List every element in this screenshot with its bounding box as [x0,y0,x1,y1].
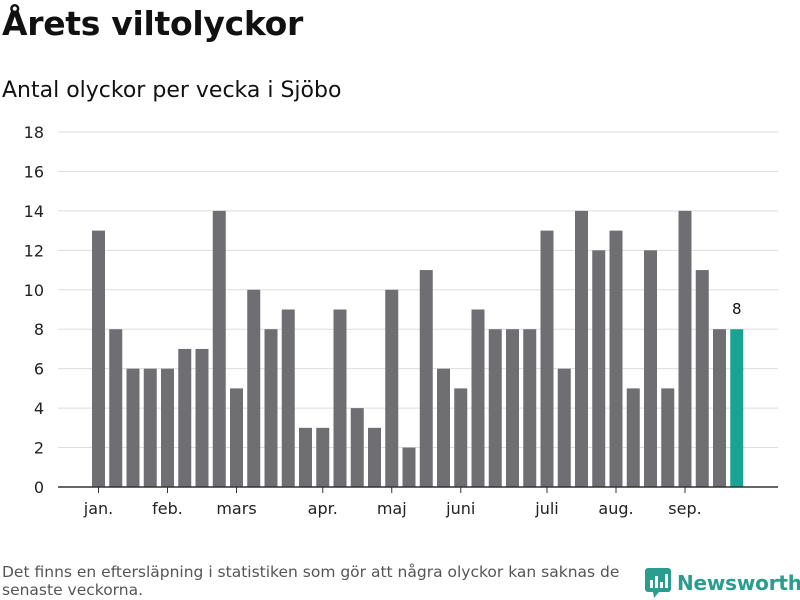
y-tick-label: 8 [34,320,44,339]
bar [230,388,243,487]
x-tick-label: jan. [83,499,113,518]
bar [109,329,123,487]
bar [540,230,554,487]
y-tick-label: 16 [24,162,44,181]
data-labels: 8 [732,300,742,318]
y-tick-label: 14 [24,202,44,221]
y-tick-label: 4 [34,399,44,418]
bar [506,329,519,487]
y-tick-label: 6 [34,360,44,379]
x-tick-label: mars [216,499,256,518]
grid-lines [58,131,778,449]
bar [264,329,278,487]
x-tick-label: feb. [152,499,183,518]
bar [437,368,450,487]
bar [368,427,381,487]
bar [333,309,347,487]
bar-chart: 0 2 4 6 8 10 12 14 16 18 8 jan. feb. mars apr. maj jun… [24,123,778,518]
bar [195,348,209,487]
chart-subtitle: Antal olyckor per vecka i Sjöbo [2,78,342,103]
highlight-bar [730,329,744,487]
bar [557,368,571,487]
bar [143,368,157,487]
bar [471,309,485,487]
y-tick-label: 0 [34,478,44,497]
y-tick-label: 18 [24,123,44,142]
y-tick-label: 12 [24,241,44,260]
x-tick-label: juli [534,499,558,518]
bar [678,210,692,487]
chart-title: Årets viltolyckor [2,4,303,43]
bar [592,250,606,487]
newsworthy-logo-icon [645,568,671,598]
bar [713,329,726,487]
bar [247,289,261,487]
bar [281,309,295,487]
bar [178,348,192,487]
y-axis-ticks: 0 2 4 6 8 10 12 14 16 18 [24,123,44,497]
bar [350,408,364,487]
bar [161,368,174,487]
x-tick-label: juni [445,499,475,518]
x-tick-label: apr. [308,499,338,518]
bar [609,230,623,487]
bar [212,210,226,487]
bars [92,210,744,487]
y-tick-label: 2 [34,439,44,458]
bar [575,210,588,487]
bar [419,270,433,487]
bar [92,230,105,487]
brand-name: Newsworthy [677,571,800,595]
bar [644,250,657,487]
data-label: 8 [732,300,742,318]
bar [126,368,140,487]
bar [316,427,330,487]
bar [402,447,416,487]
bar [626,388,640,487]
y-tick-label: 10 [24,281,44,300]
bar [488,329,502,487]
bar [661,388,675,487]
bar [299,427,312,487]
bar [385,289,399,487]
brand-logo: Newsworthy [645,568,800,598]
footnote: Det finns en eftersläpning i statistiken… [2,563,620,599]
bar [454,388,468,487]
bar [695,270,709,487]
x-tick-label: sep. [668,499,701,518]
x-tick-label: maj [377,499,407,518]
x-tick-label: aug. [598,499,633,518]
bar [523,329,537,487]
x-axis: jan. feb. mars apr. maj juni juli aug. sep. [58,486,778,518]
